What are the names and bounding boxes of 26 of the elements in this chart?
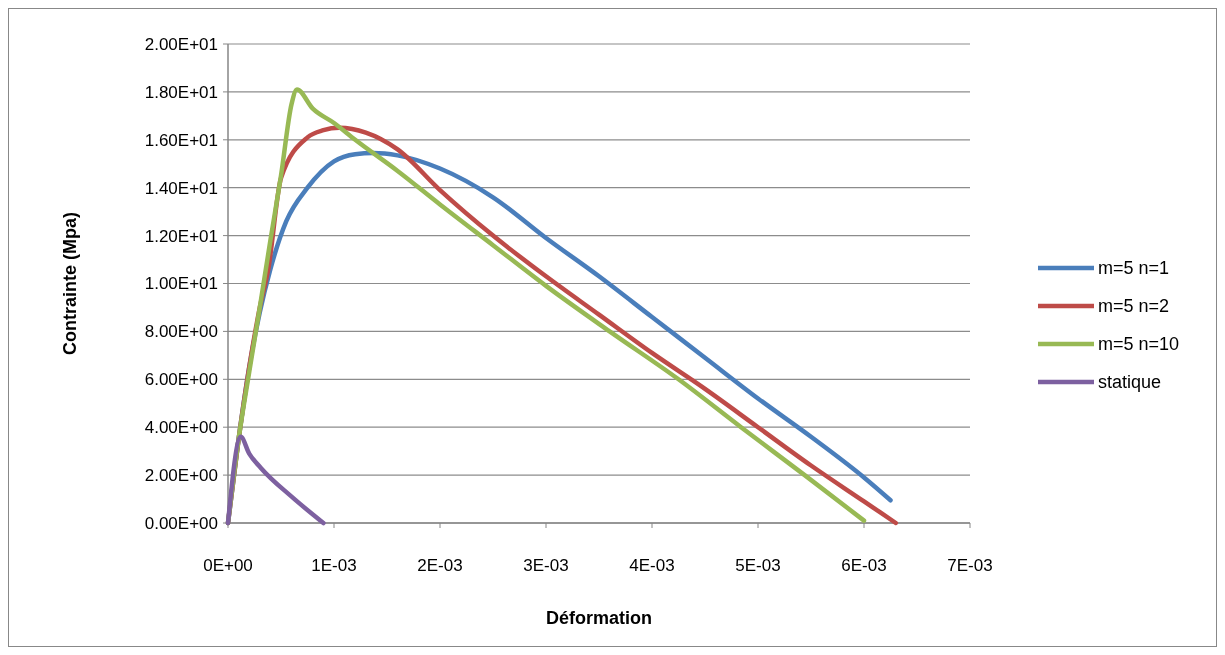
x-tick-label: 6E-03 — [841, 556, 887, 575]
line-series — [225, 434, 326, 526]
y-tick-label: 4.00E+00 — [144, 418, 218, 438]
x-tick-label: 0E+00 — [203, 556, 253, 575]
legend-label: m=5 n=10 — [1098, 334, 1180, 355]
legend-label: statique — [1098, 372, 1162, 393]
y-tick-label: 6.00E+00 — [144, 370, 218, 390]
x-tick-label: 2E-03 — [417, 556, 463, 575]
y-tick-label: 2.00E+00 — [144, 466, 218, 486]
x-tick-label: 1E-03 — [311, 556, 357, 575]
x-tick-label: 3E-03 — [523, 556, 569, 575]
x-tick-label: 5E-03 — [735, 556, 781, 575]
y-tick-label: 1.60E+01 — [144, 130, 218, 150]
y-tick-label: 1.00E+01 — [144, 274, 218, 294]
legend-label: m=5 n=1 — [1098, 258, 1170, 279]
y-tick-label: 1.40E+01 — [144, 178, 218, 198]
x-tick-label: 4E-03 — [629, 556, 675, 575]
x-tick-label: 7E-03 — [947, 556, 993, 575]
y-tick-label: 0.00E+00 — [144, 513, 218, 533]
y-axis-title: Contrainte (Mpa) — [60, 212, 80, 355]
y-tick-label: 8.00E+00 — [144, 322, 218, 342]
legend-label: m=5 n=2 — [1098, 296, 1170, 317]
x-axis-title: Déformation — [545, 608, 653, 628]
y-tick-label: 2.00E+01 — [144, 34, 218, 54]
y-tick-label: 1.20E+01 — [144, 226, 218, 246]
y-tick-label: 1.80E+01 — [144, 82, 218, 102]
